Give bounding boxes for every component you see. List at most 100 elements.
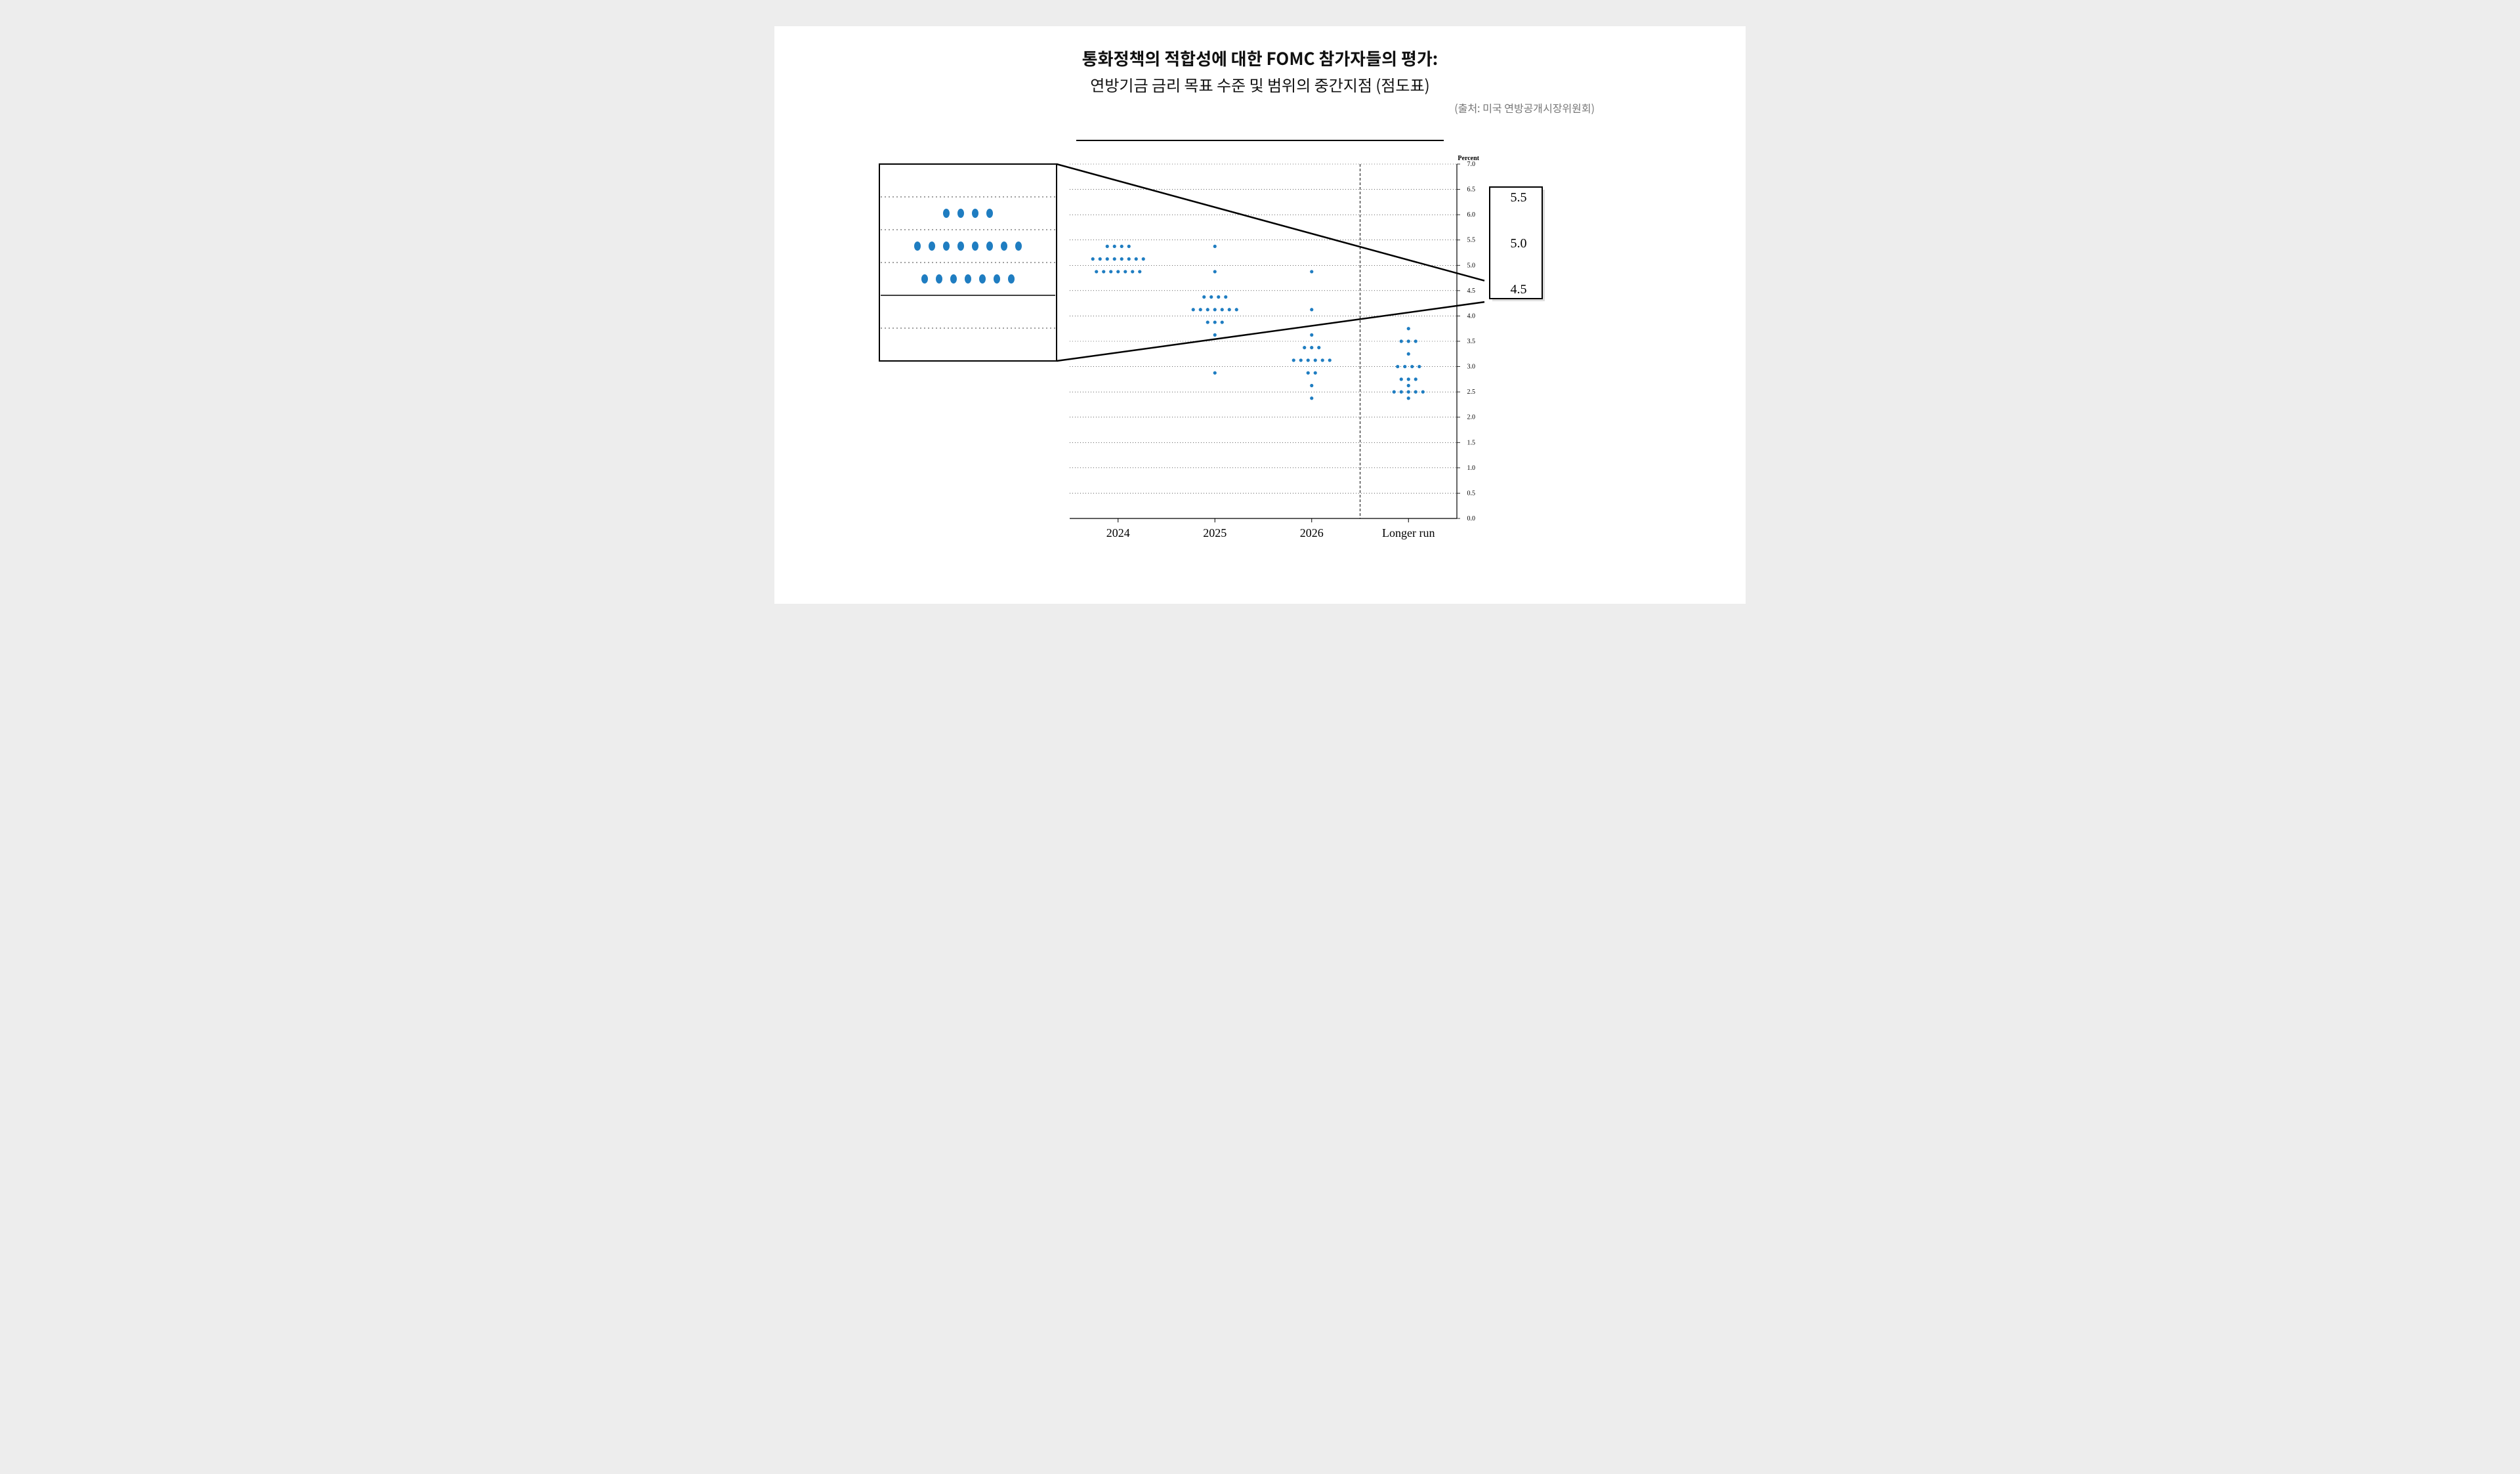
dot: [1099, 257, 1102, 261]
dot: [1321, 358, 1324, 362]
dot: [1213, 371, 1217, 375]
zoom-left-dot: [986, 242, 993, 251]
y-tick-label: 0.0: [1467, 515, 1476, 522]
title-rule: [1076, 140, 1444, 141]
dot: [1393, 390, 1396, 394]
dot: [1209, 295, 1213, 299]
title-source: (출처: 미국 연방공개시장위원회): [807, 100, 1713, 116]
y-tick-label: 2.5: [1467, 389, 1476, 396]
dot: [1328, 358, 1332, 362]
x-category-label: 2024: [1106, 526, 1130, 539]
y-tick-label: 6.0: [1467, 211, 1476, 219]
dot: [1407, 384, 1410, 387]
dot: [1418, 365, 1421, 368]
dot: [1213, 333, 1217, 337]
connector-bottom: [1057, 302, 1484, 361]
dot: [1410, 365, 1414, 368]
x-category-label: Longer run: [1382, 526, 1435, 539]
zoom-right-label: 5.5: [1511, 190, 1527, 205]
dot: [1407, 377, 1410, 381]
dot: [1407, 327, 1410, 330]
dot: [1307, 371, 1310, 375]
dot: [1213, 308, 1217, 311]
dot: [1403, 365, 1406, 368]
title-sub: 연방기금 금리 목표 수준 및 범위의 중간지점 (점도표): [807, 73, 1713, 96]
zoom-left-dot: [929, 242, 935, 251]
dot: [1106, 257, 1109, 261]
dot: [1113, 245, 1116, 248]
y-tick-label: 1.5: [1467, 439, 1476, 446]
dot: [1106, 245, 1109, 248]
dot: [1400, 339, 1403, 343]
y-tick-label: 5.0: [1467, 262, 1476, 269]
titles-block: 통화정책의 적합성에 대한 FOMC 참가자들의 평가: 연방기금 금리 목표 …: [807, 46, 1713, 116]
dot: [1421, 390, 1425, 394]
y-tick-label: 7.0: [1467, 161, 1476, 168]
dot: [1109, 270, 1112, 273]
dot: [1310, 270, 1313, 273]
zoom-left-dot: [936, 274, 942, 284]
zoom-left-dot: [1015, 242, 1022, 251]
zoom-left-dot: [1008, 274, 1015, 284]
dot: [1138, 270, 1141, 273]
y-tick-label: 4.0: [1467, 312, 1476, 320]
zoom-left-dot: [986, 209, 993, 218]
dot: [1199, 308, 1202, 311]
y-tick-label: 5.5: [1467, 237, 1476, 244]
dot: [1310, 346, 1313, 349]
dot: [1221, 308, 1224, 311]
zoom-left-dot: [979, 274, 986, 284]
dot: [1414, 377, 1418, 381]
dot: [1206, 320, 1209, 324]
zoom-left-dot: [994, 274, 1000, 284]
dot: [1135, 257, 1138, 261]
dot: [1213, 320, 1217, 324]
figure-card: 통화정책의 적합성에 대한 FOMC 참가자들의 평가: 연방기금 금리 목표 …: [774, 26, 1746, 604]
zoom-left-dot: [921, 274, 928, 284]
connector-top: [1057, 164, 1484, 281]
dot: [1396, 365, 1399, 368]
dot: [1228, 308, 1231, 311]
dot-plot-figure: Percent0.00.51.01.52.02.53.03.54.04.55.0…: [807, 151, 1713, 571]
y-tick-label: 1.0: [1467, 465, 1476, 472]
x-category-label: 2025: [1203, 526, 1227, 539]
dot: [1131, 270, 1134, 273]
zoom-left-dot: [972, 242, 978, 251]
dot: [1124, 270, 1127, 273]
zoom-left-dot: [965, 274, 971, 284]
dot: [1213, 270, 1217, 273]
y-tick-label: 0.5: [1467, 490, 1476, 497]
dot: [1314, 371, 1317, 375]
dot: [1407, 352, 1410, 356]
dot: [1407, 390, 1410, 394]
zoom-left-dot: [957, 242, 964, 251]
dot: [1292, 358, 1295, 362]
dot: [1127, 245, 1131, 248]
dot: [1310, 333, 1313, 337]
dot: [1299, 358, 1303, 362]
dot: [1310, 384, 1313, 387]
title-main: 통화정책의 적합성에 대한 FOMC 참가자들의 평가:: [807, 46, 1713, 70]
dot: [1310, 396, 1313, 400]
dot: [1142, 257, 1145, 261]
x-category-label: 2026: [1300, 526, 1324, 539]
dot: [1224, 295, 1227, 299]
chart-stage: Percent0.00.51.01.52.02.53.03.54.04.55.0…: [807, 151, 1713, 571]
y-tick-label: 2.0: [1467, 414, 1476, 421]
dot: [1120, 257, 1124, 261]
y-tick-label: 3.0: [1467, 364, 1476, 371]
dot: [1407, 339, 1410, 343]
zoom-left-dot: [972, 209, 978, 218]
title-rule-wrap: [807, 129, 1713, 144]
zoom-left-dot: [1001, 242, 1007, 251]
dot: [1400, 377, 1403, 381]
dot: [1414, 339, 1418, 343]
zoom-left-dot: [957, 209, 964, 218]
dot: [1317, 346, 1320, 349]
dot: [1202, 295, 1206, 299]
dot: [1127, 257, 1131, 261]
dot: [1213, 245, 1217, 248]
dot: [1120, 245, 1124, 248]
zoom-left-dot: [943, 209, 950, 218]
dot: [1400, 390, 1403, 394]
